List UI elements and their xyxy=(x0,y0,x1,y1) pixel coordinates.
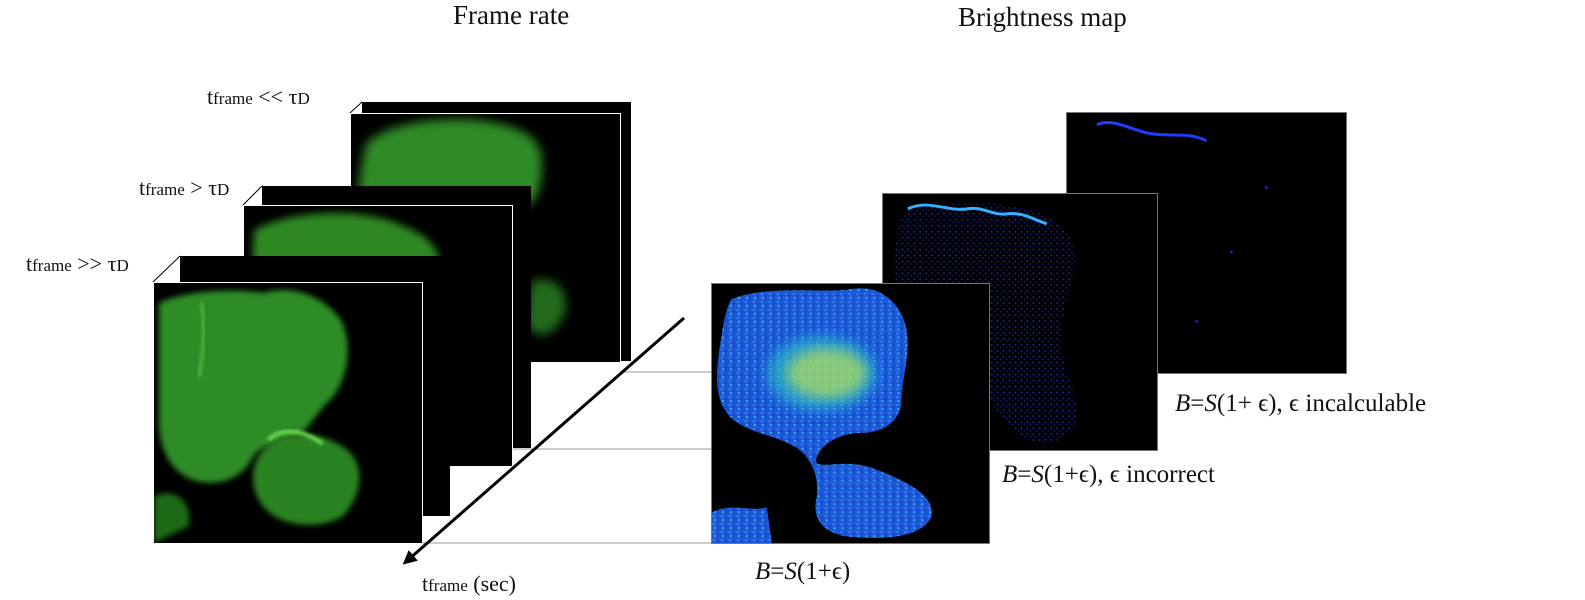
stack-label-medium: tframe > τD xyxy=(139,175,230,200)
caption-correct: B=S(1+ϵ) xyxy=(755,558,851,585)
stack-label-fast: tframe >> τD xyxy=(26,251,129,276)
time-axis-label: tframe (sec) xyxy=(422,571,517,596)
stack-label-slow: tframe << τD xyxy=(207,84,310,109)
caption-incorrect: B=S(1+ϵ), ϵ incorrect xyxy=(1002,461,1215,488)
brightness-map-correct xyxy=(711,283,990,544)
stack-3-front-frame xyxy=(153,282,423,544)
frame-rate-heading: Frame rate xyxy=(453,0,570,30)
brightness-map-heading: Brightness map xyxy=(958,2,1127,32)
caption-incalculable: B=S(1+ ϵ), ϵ incalculable xyxy=(1175,390,1427,417)
